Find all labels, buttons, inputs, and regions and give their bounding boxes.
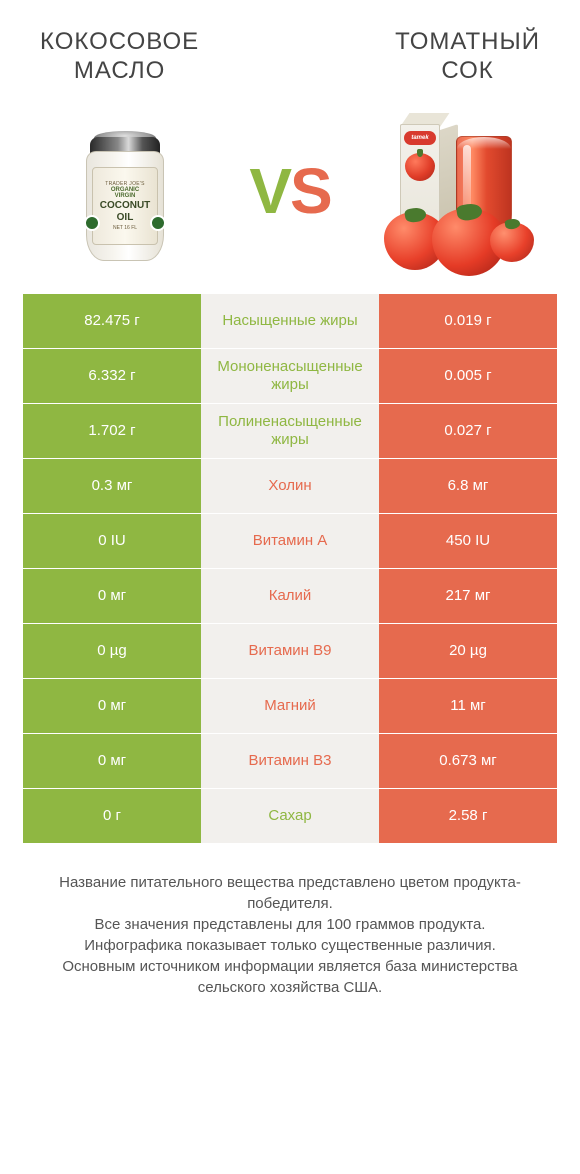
coconut-oil-jar-icon: TRADER JOE'S ORGANIC VIRGIN COCONUT OIL … <box>86 121 164 261</box>
vs-letter-s: S <box>290 155 331 227</box>
right-product-title: ТОМАТНЫЙ СОК <box>395 28 540 86</box>
nutrient-name: Холин <box>201 459 379 513</box>
jar-main1-text: COCONUT <box>100 201 151 211</box>
table-row: 0 мгМагний11 мг <box>23 679 557 734</box>
table-row: 82.475 гНасыщенные жиры0.019 г <box>23 294 557 349</box>
right-value: 0.027 г <box>379 404 557 458</box>
left-value: 0 IU <box>23 514 201 568</box>
jar-main2-text: OIL <box>117 213 134 223</box>
table-row: 0.3 мгХолин6.8 мг <box>23 459 557 514</box>
right-value: 217 мг <box>379 569 557 623</box>
comparison-table: 82.475 гНасыщенные жиры0.019 г6.332 гМон… <box>23 294 557 844</box>
left-value: 82.475 г <box>23 294 201 348</box>
footer-notes: Название питательного вещества представл… <box>30 872 550 998</box>
header: КОКОСОВОЕ МАСЛО ТОМАТНЫЙ СОК <box>0 0 580 96</box>
left-value: 0 мг <box>23 679 201 733</box>
nutrient-name: Мононенасыщенные жиры <box>201 349 379 403</box>
product-images-row: TRADER JOE'S ORGANIC VIRGIN COCONUT OIL … <box>0 96 580 294</box>
right-value: 0.019 г <box>379 294 557 348</box>
table-row: 0 мгВитамин B30.673 мг <box>23 734 557 789</box>
left-value: 0.3 мг <box>23 459 201 513</box>
table-row: 0 мгКалий217 мг <box>23 569 557 624</box>
tomato-juice-icon: tamek <box>380 106 530 276</box>
right-value: 6.8 мг <box>379 459 557 513</box>
nutrient-name: Магний <box>201 679 379 733</box>
right-value: 450 IU <box>379 514 557 568</box>
table-row: 6.332 гМононенасыщенные жиры0.005 г <box>23 349 557 404</box>
organic-badge-icon <box>84 215 100 231</box>
nutrient-name: Полиненасыщенные жиры <box>201 404 379 458</box>
footer-line-4: Основным источником информации является … <box>30 956 550 998</box>
nutrient-name: Сахар <box>201 789 379 843</box>
right-value: 0.005 г <box>379 349 557 403</box>
table-row: 0 IUВитамин A450 IU <box>23 514 557 569</box>
right-value: 20 µg <box>379 624 557 678</box>
footer-line-2: Все значения представлены для 100 граммо… <box>30 914 550 935</box>
vs-letter-v: V <box>249 155 290 227</box>
footer-line-1: Название питательного вещества представл… <box>30 872 550 914</box>
nutrient-name: Насыщенные жиры <box>201 294 379 348</box>
jar-net-text: NET 16 FL <box>113 225 137 231</box>
left-value: 0 мг <box>23 734 201 788</box>
vs-label: VS <box>249 154 330 228</box>
table-row: 0 µgВитамин B920 µg <box>23 624 557 679</box>
nutrient-name: Калий <box>201 569 379 623</box>
right-product-image: tamek <box>380 106 530 276</box>
table-row: 0 гСахар2.58 г <box>23 789 557 844</box>
left-value: 0 мг <box>23 569 201 623</box>
right-value: 11 мг <box>379 679 557 733</box>
footer-line-3: Инфографика показывает только существенн… <box>30 935 550 956</box>
nutrient-name: Витамин B9 <box>201 624 379 678</box>
nutrient-name: Витамин A <box>201 514 379 568</box>
left-value: 1.702 г <box>23 404 201 458</box>
nutrient-name: Витамин B3 <box>201 734 379 788</box>
table-row: 1.702 гПолиненасыщенные жиры0.027 г <box>23 404 557 459</box>
right-value: 2.58 г <box>379 789 557 843</box>
left-product-title: КОКОСОВОЕ МАСЛО <box>40 28 199 86</box>
right-value: 0.673 мг <box>379 734 557 788</box>
tomato-icon <box>490 222 534 262</box>
left-value: 6.332 г <box>23 349 201 403</box>
usda-badge-icon <box>150 215 166 231</box>
left-value: 0 г <box>23 789 201 843</box>
left-value: 0 µg <box>23 624 201 678</box>
carton-brand-label: tamek <box>404 131 436 145</box>
jar-line2-text: VIRGIN <box>115 193 136 199</box>
left-product-image: TRADER JOE'S ORGANIC VIRGIN COCONUT OIL … <box>50 106 200 276</box>
